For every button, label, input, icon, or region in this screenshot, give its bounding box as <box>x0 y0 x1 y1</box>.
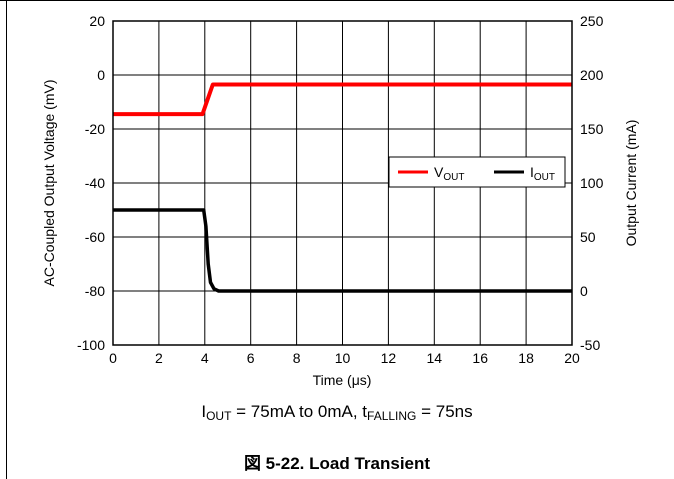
x-tick-label: 10 <box>335 350 351 366</box>
x-tick-label: 4 <box>201 350 209 366</box>
series-line-iout <box>113 208 572 293</box>
series-layer <box>113 82 572 293</box>
test-conditions-caption: IOUT = 75mA to 0mA, tFALLING = 75ns <box>201 402 473 423</box>
x-tick-label: 2 <box>155 350 163 366</box>
y-tick-label-right: 150 <box>580 121 604 137</box>
x-tick-label: 14 <box>427 350 443 366</box>
legend: VOUT IOUT <box>388 156 566 188</box>
frame-top-border <box>0 0 674 1</box>
figure-title: 図 5-22. Load Transient <box>243 454 431 473</box>
load-transient-chart: 0 2 4 6 8 10 12 14 16 18 20200-20-40-60-80-1002502… <box>41 13 639 388</box>
x-tick-label: 18 <box>518 350 534 366</box>
y-tick-label-left: 0 <box>97 67 105 83</box>
frame-left-border <box>6 0 7 479</box>
tick-labels: 0 2 4 6 8 10 12 14 16 18 20200-20-40-60-80-1002502… <box>77 13 604 366</box>
legend-label-vout: VOUT <box>434 164 464 183</box>
plot-area-border <box>112 20 573 346</box>
y-tick-label-right: 250 <box>580 13 604 29</box>
y-tick-label-right: 200 <box>580 67 604 83</box>
y-axis-right-label: Output Current (mA) <box>623 120 639 247</box>
y-tick-label-right: 0 <box>580 283 588 299</box>
y-tick-label-right: 100 <box>580 175 604 191</box>
y-tick-label-left: -40 <box>85 175 105 191</box>
y-tick-label-left: 20 <box>89 13 105 29</box>
y-tick-label-left: -20 <box>85 121 105 137</box>
x-tick-label: 0 <box>109 350 117 366</box>
x-tick-label: 8 <box>293 350 301 366</box>
x-axis-label: Time (μs) <box>313 372 372 388</box>
series-line-vout <box>113 82 572 117</box>
x-tick-label: 6 <box>247 350 255 366</box>
legend-label-iout: IOUT <box>530 164 555 183</box>
x-tick-label: 16 <box>472 350 488 366</box>
y-tick-label-left: -100 <box>77 337 105 353</box>
y-tick-label-left: -60 <box>85 229 105 245</box>
y-tick-label-right: -50 <box>580 337 600 353</box>
x-tick-label: 20 <box>564 350 580 366</box>
y-axis-left-label: AC-Coupled Output Voltage (mV) <box>41 80 57 287</box>
y-tick-label-right: 50 <box>580 229 596 245</box>
x-tick-label: 12 <box>381 350 397 366</box>
y-tick-label-left: -80 <box>85 283 105 299</box>
